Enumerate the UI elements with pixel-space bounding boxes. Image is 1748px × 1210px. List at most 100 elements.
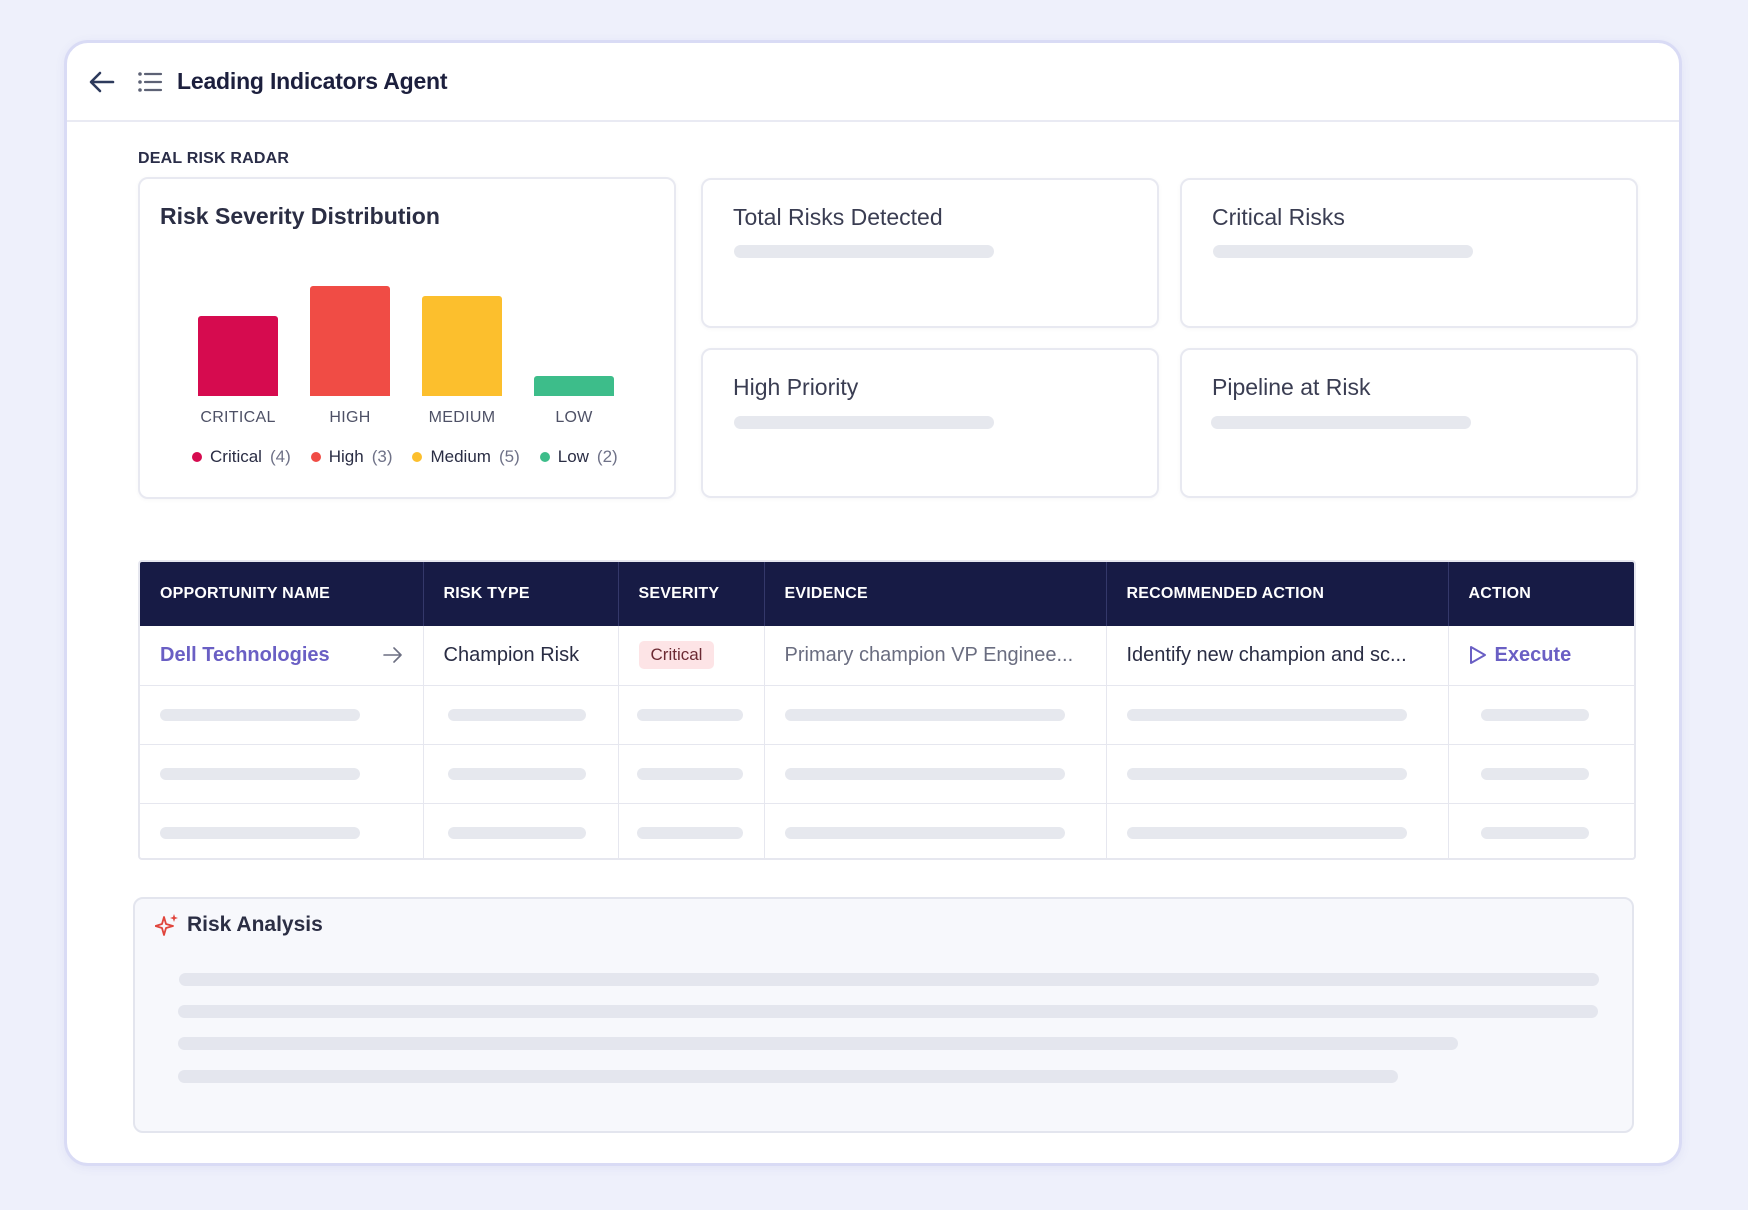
- legend-label: High: [328, 447, 364, 466]
- loading-placeholder: [178, 1070, 1398, 1083]
- loading-placeholder: [1126, 767, 1407, 780]
- loading-placeholder: [1480, 708, 1589, 721]
- arrow-left-icon[interactable]: [85, 65, 119, 99]
- loading-placeholder: [1480, 767, 1589, 780]
- cell-loading: [1106, 744, 1449, 804]
- bar-low: [534, 376, 614, 396]
- loading-placeholder: [178, 1005, 1598, 1018]
- section-label: DEAL RISK RADAR: [138, 150, 290, 167]
- bar-label-critical: CRITICAL: [200, 409, 276, 426]
- cell-loading: [423, 685, 619, 745]
- metric-title: Pipeline at Risk: [1212, 374, 1371, 400]
- cell-loading: [618, 744, 765, 804]
- risk-analysis-panel: Risk Analysis: [133, 897, 1634, 1133]
- column-header-severity[interactable]: SEVERITY: [618, 562, 765, 626]
- cell-loading: [1106, 803, 1449, 858]
- metric-card-high-priority: High Priority: [701, 348, 1159, 498]
- opportunity-name[interactable]: Dell Technologies: [160, 643, 330, 666]
- bar-critical: [198, 316, 278, 396]
- cell-loading: [1448, 744, 1634, 804]
- risk-distribution-card: Risk Severity Distribution CRITICAL HIGH M…: [138, 177, 676, 499]
- legend-count: (5): [498, 447, 520, 466]
- sparkle-icon: [155, 914, 178, 936]
- table-row-loading: [140, 803, 1634, 858]
- legend-item-low: Low (2): [539, 447, 618, 467]
- cell-loading: [764, 744, 1107, 804]
- legend-dot: [310, 452, 321, 462]
- table-header-row: OPPORTUNITY NAME RISK TYPE SEVERITY EVID…: [140, 562, 1634, 626]
- app-window: Leading Indicators Agent DEAL RISK RADAR…: [64, 40, 1682, 1166]
- loading-placeholder: [1126, 708, 1407, 721]
- column-header-opportunity[interactable]: OPPORTUNITY NAME: [140, 562, 424, 626]
- loading-placeholder: [160, 767, 360, 780]
- cell-loading: [1448, 803, 1634, 858]
- legend-dot: [192, 452, 202, 462]
- execute-button[interactable]: Execute: [1469, 643, 1635, 667]
- loading-placeholder: [178, 1037, 1458, 1050]
- cell-action: Execute: [1448, 626, 1635, 686]
- cell-loading: [140, 803, 424, 858]
- table-row-loading: [140, 685, 1634, 745]
- cell-opportunity: Dell Technologies: [140, 626, 424, 686]
- column-header-evidence[interactable]: EVIDENCE: [764, 562, 1107, 626]
- loading-placeholder: [447, 767, 586, 780]
- main-content: DEAL RISK RADAR Risk Severity Distributi…: [67, 124, 1679, 1163]
- column-header-recommended-action[interactable]: RECOMMENDED ACTION: [1106, 562, 1449, 626]
- opportunity-link[interactable]: Dell Technologies: [160, 643, 422, 667]
- app-header: Leading Indicators Agent: [67, 43, 1679, 122]
- loading-placeholder: [1211, 416, 1471, 429]
- cell-severity: Critical: [618, 626, 765, 686]
- column-header-risk-type[interactable]: RISK TYPE: [423, 562, 619, 626]
- metric-title: Critical Risks: [1212, 204, 1345, 230]
- bar-label-high: HIGH: [329, 409, 371, 426]
- cell-loading: [1448, 685, 1634, 745]
- cell-loading: [140, 685, 424, 745]
- loading-placeholder: [1213, 245, 1473, 258]
- loading-placeholder: [636, 767, 743, 780]
- bar-label-medium: MEDIUM: [428, 409, 496, 426]
- execute-label: Execute: [1494, 643, 1572, 666]
- legend-label: Low: [557, 447, 589, 466]
- cell-recommended-action: Identify new champion and sc...: [1106, 626, 1449, 686]
- loading-placeholder: [784, 708, 1065, 721]
- cell-evidence: Primary champion VP Enginee...: [764, 626, 1107, 686]
- analysis-header: Risk Analysis: [155, 913, 323, 937]
- legend-count: (2): [596, 447, 618, 466]
- arrow-right-icon[interactable]: [382, 647, 403, 664]
- cell-risk-type: Champion Risk: [423, 626, 619, 686]
- cell-loading: [764, 685, 1107, 745]
- analysis-title: Risk Analysis: [187, 913, 323, 936]
- loading-placeholder: [447, 708, 586, 721]
- legend-label: Critical: [210, 447, 262, 466]
- table-row[interactable]: Dell Technologies Champion Risk Critical…: [140, 626, 1635, 686]
- column-header-action[interactable]: ACTION: [1448, 562, 1634, 626]
- risk-table: OPPORTUNITY NAME RISK TYPE SEVERITY EVID…: [138, 560, 1636, 860]
- legend-count: (4): [269, 447, 291, 466]
- cell-loading: [1106, 685, 1449, 745]
- metric-card-pipeline-at-risk: Pipeline at Risk: [1180, 348, 1638, 498]
- bar-medium: [422, 296, 502, 396]
- bar-label-low: LOW: [555, 409, 593, 426]
- loading-placeholder: [734, 245, 994, 258]
- cell-loading: [423, 803, 619, 858]
- metric-title: Total Risks Detected: [733, 204, 943, 230]
- severity-badge: Critical: [638, 641, 715, 670]
- legend-dot: [539, 452, 550, 462]
- legend-dot: [412, 452, 423, 462]
- legend-item-critical: Critical (4): [192, 447, 291, 467]
- metric-card-critical-risks: Critical Risks: [1180, 178, 1638, 328]
- loading-placeholder: [784, 767, 1065, 780]
- loading-placeholder: [160, 826, 360, 839]
- loading-placeholder: [636, 826, 743, 839]
- loading-placeholder: [179, 973, 1599, 986]
- loading-placeholder: [447, 826, 586, 839]
- loading-placeholder: [784, 826, 1065, 839]
- list-icon[interactable]: [133, 65, 167, 99]
- metric-title: High Priority: [733, 374, 859, 400]
- metric-card-total-risks: Total Risks Detected: [701, 178, 1159, 328]
- chart-title: Risk Severity Distribution: [160, 203, 440, 229]
- legend-label: Medium: [430, 447, 491, 466]
- play-icon: [1469, 646, 1486, 665]
- loading-placeholder: [636, 708, 743, 721]
- cell-loading: [618, 803, 765, 858]
